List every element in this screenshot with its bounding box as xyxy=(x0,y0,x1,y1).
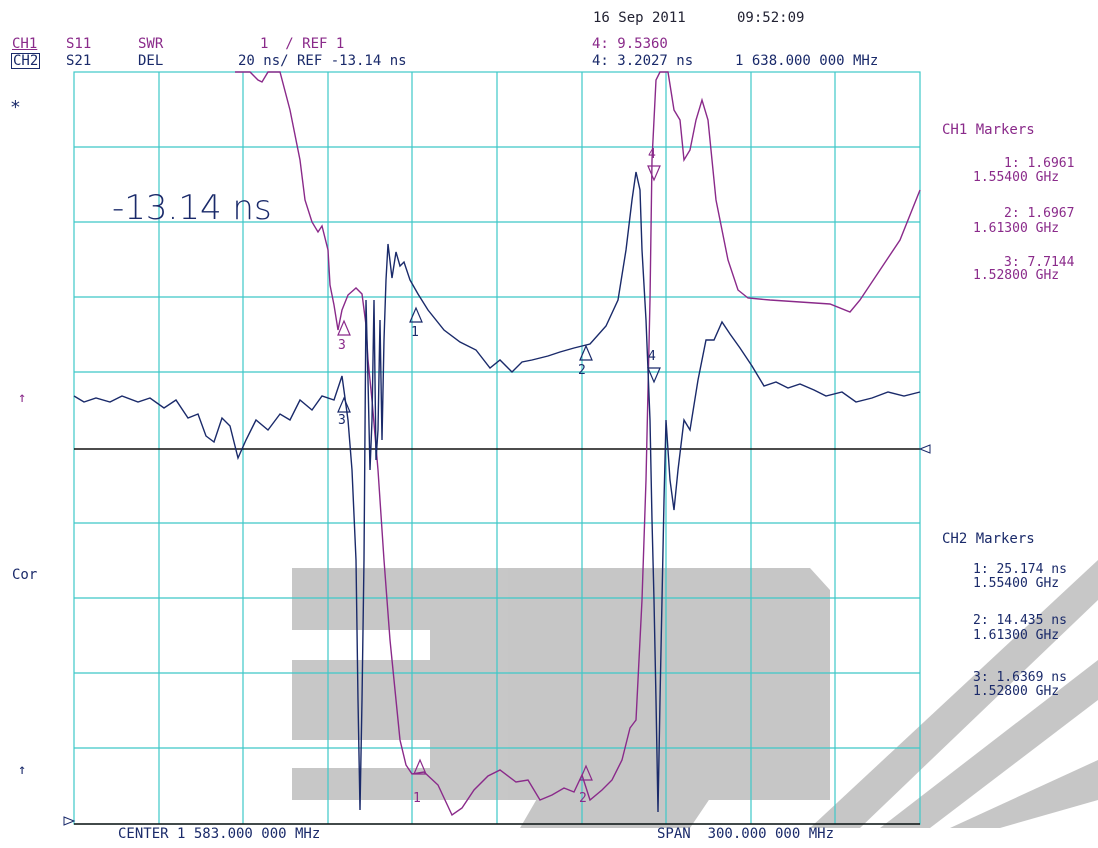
ch1-marker-1-label: 1 xyxy=(413,791,421,806)
ch1-marker-3-value: 3: 7.7144 xyxy=(1004,255,1075,270)
ch1-parameter: S11 xyxy=(66,36,92,52)
ch1-format: SWR xyxy=(138,36,164,52)
ch1-channel-label: CH1 xyxy=(12,36,38,52)
ch2-marker-3-freq: 1.52800 GHz xyxy=(973,684,1060,699)
ch2-marker-3-triangle xyxy=(337,396,351,413)
correction-indicator: Cor xyxy=(12,567,38,583)
ch2-parameter: S21 xyxy=(66,53,92,69)
timestamp-time: 09:52:09 xyxy=(737,10,805,26)
ch1-marker-2-triangle xyxy=(579,764,593,781)
ch2-marker-3-label: 3 xyxy=(338,413,346,428)
ch2-channel-label: CH2 xyxy=(11,53,41,69)
ch2-ref-arrow-icon: ↑ xyxy=(18,762,27,778)
watermark-logo xyxy=(292,560,1098,828)
ch2-marker-1-value: 1: 25.174 ns xyxy=(973,562,1067,577)
ch2-active-marker-readout: 4: 3.2027 ns xyxy=(592,53,694,69)
ch2-trace xyxy=(73,171,921,813)
ch2-marker-2-freq: 1.61300 GHz xyxy=(973,628,1060,643)
ch1-marker-1-freq: 1.55400 GHz xyxy=(973,170,1060,185)
ref-position-marker-left xyxy=(63,816,76,826)
ch2-format: DEL xyxy=(138,53,164,69)
ch1-trace xyxy=(235,71,921,817)
ch1-marker-2-label: 2 xyxy=(579,791,587,806)
timestamp-date: 16 Sep 2011 xyxy=(593,10,686,26)
ch1-marker-4-label: 4 xyxy=(648,147,656,162)
ch1-marker-1-triangle xyxy=(413,758,427,775)
ch1-scale-ref: 1 / REF 1 xyxy=(260,36,345,52)
ch2-marker-4-label: 4 xyxy=(648,349,656,364)
ch1-marker-2-value: 2: 1.6967 xyxy=(1004,206,1075,221)
center-frequency: CENTER 1 583.000 000 MHz xyxy=(118,826,321,842)
plot-markers xyxy=(337,165,661,781)
ch2-markers-title: CH2 Markers xyxy=(942,531,1035,547)
active-marker-frequency: 1 638.000 000 MHz xyxy=(735,53,879,69)
ch1-ref-arrow-icon: ↑ xyxy=(18,390,27,406)
ch2-marker-2-value: 2: 14.435 ns xyxy=(973,613,1067,628)
ref-position-marker-right xyxy=(918,444,931,454)
ch2-marker-2-label: 2 xyxy=(578,363,586,378)
ch2-scale-ref: 20 ns/ REF -13.14 ns xyxy=(238,53,407,69)
ch1-active-marker-readout: 4: 9.5360 xyxy=(592,36,668,52)
star-annotation: * xyxy=(10,97,21,118)
ch2-marker-1-label: 1 xyxy=(411,325,419,340)
ch1-marker-3-triangle xyxy=(337,319,351,336)
ch2-marker-1-triangle xyxy=(409,306,423,323)
ch2-marker-1-freq: 1.55400 GHz xyxy=(973,576,1060,591)
ch2-marker-4-triangle xyxy=(647,367,661,384)
ch1-marker-3-freq: 1.52800 GHz xyxy=(973,268,1060,283)
span-frequency: SPAN 300.000 000 MHz xyxy=(657,826,835,842)
ch1-marker-1-value: 1: 1.6961 xyxy=(1004,156,1075,171)
ch1-marker-3-label: 3 xyxy=(338,338,346,353)
ch2-marker-3-value: 3: 1.6369 ns xyxy=(973,670,1067,685)
reference-value-readout: -13.14 ns xyxy=(112,188,272,228)
graticule xyxy=(73,71,921,825)
ch1-marker-4-triangle xyxy=(647,165,661,182)
ch1-marker-2-freq: 1.61300 GHz xyxy=(973,221,1060,236)
ch2-marker-2-triangle xyxy=(579,344,593,361)
ch1-markers-title: CH1 Markers xyxy=(942,122,1035,138)
